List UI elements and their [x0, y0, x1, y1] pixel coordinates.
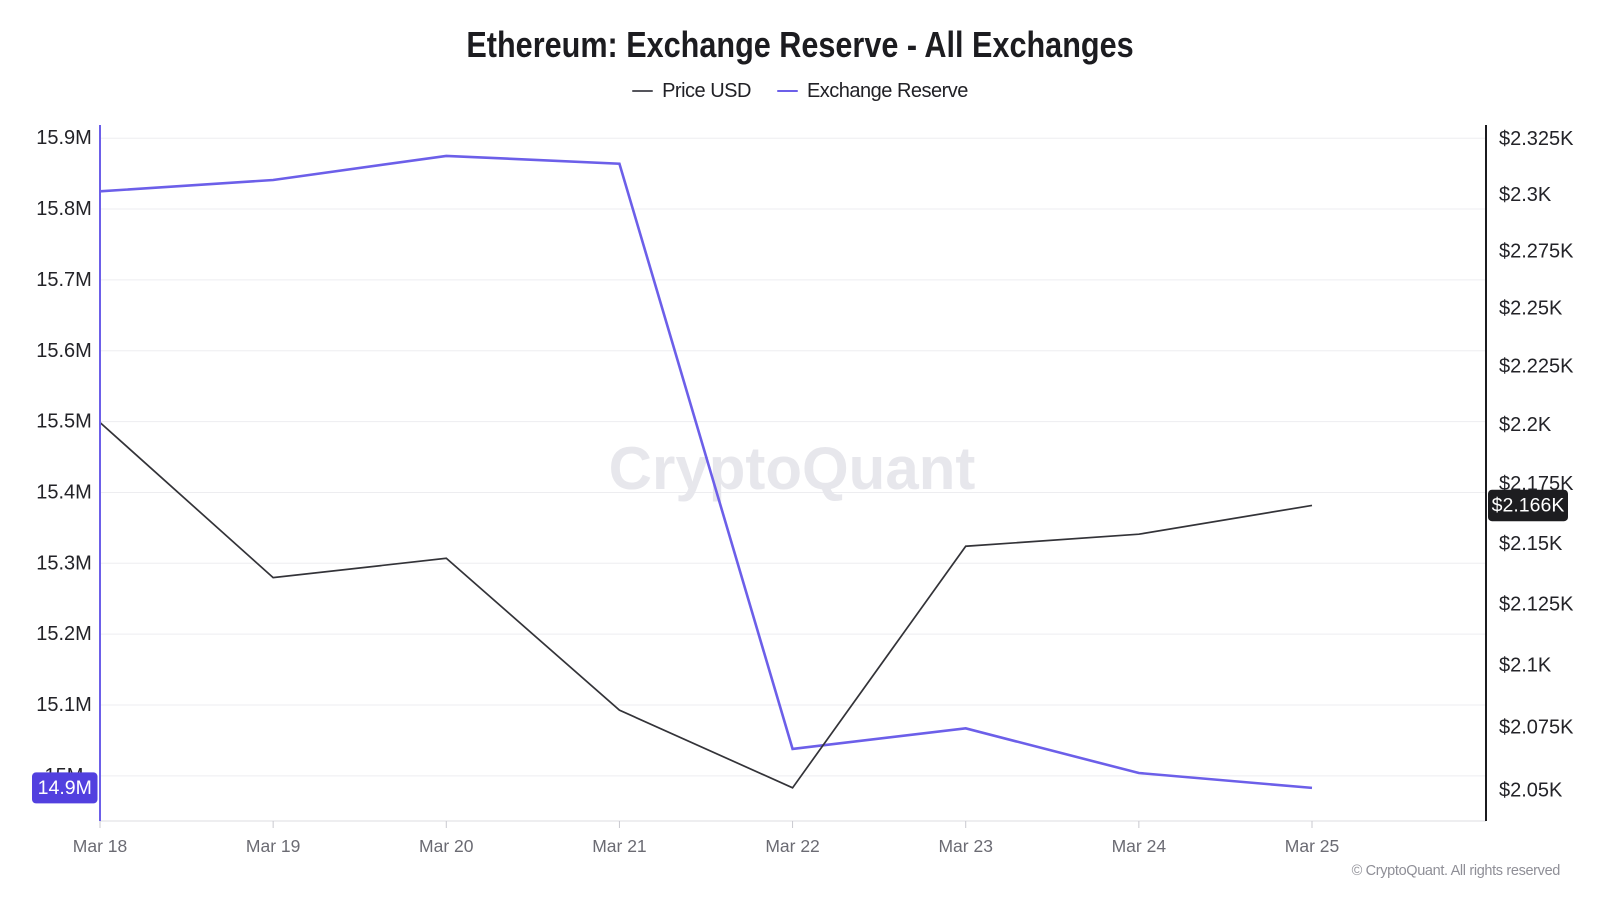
right-axis-label: $2.075K: [1499, 717, 1574, 739]
x-axis-label: Mar 25: [1285, 836, 1339, 856]
x-axis-label: Mar 23: [938, 836, 992, 856]
price-last-value-badge: [1488, 489, 1568, 522]
price-usd-line: [99, 421, 1313, 789]
left-axis-label: 15.1M: [36, 694, 92, 716]
reserve-last-value-badge-text: 14.9M: [38, 777, 92, 799]
price-usd-legend-dash-icon: [632, 89, 654, 93]
legend: Price USD Exchange Reserve: [0, 79, 1600, 103]
chart-title: Ethereum: Exchange Reserve - All Exchang…: [466, 24, 1134, 65]
legend-label-price-usd: Price USD: [662, 79, 751, 102]
right-axis-label: $2.125K: [1499, 593, 1574, 615]
left-axis-label: 15.6M: [36, 340, 92, 362]
exchange-reserve-legend-dash-icon: [776, 89, 798, 93]
watermark: CryptoQuant: [609, 435, 976, 502]
right-axis-label: $2.05K: [1499, 779, 1563, 801]
exchange-reserve-line: [99, 154, 1313, 790]
x-axis-label: Mar 18: [73, 836, 127, 856]
left-axis-label: 15.5M: [36, 411, 92, 433]
right-axis-label: $2.15K: [1499, 533, 1563, 555]
right-axis-label: $2.3K: [1499, 184, 1552, 206]
x-axis-label: Mar 20: [419, 836, 474, 856]
x-axis-label: Mar 19: [246, 836, 300, 856]
x-axis-label: Mar 24: [1112, 836, 1167, 856]
price-last-value-badge-text: $2.166K: [1492, 494, 1565, 516]
left-axis-label: 15.7M: [36, 269, 92, 291]
left-axis-label: 15.3M: [36, 552, 92, 574]
right-axis-label: $2.1K: [1499, 655, 1552, 677]
copyright-notice: © CryptoQuant. All rights reserved: [1351, 863, 1561, 879]
right-axis-label: $2.225K: [1499, 355, 1574, 377]
left-axis-label: 15.8M: [36, 198, 92, 220]
right-axis-label: $2.25K: [1499, 298, 1563, 320]
right-axis-label: $2.325K: [1499, 128, 1574, 150]
right-axis-label: $2.175K: [1499, 473, 1574, 495]
x-axis-label: Mar 22: [765, 836, 819, 856]
legend-item-exchange-reserve[interactable]: Exchange Reserve: [776, 79, 968, 103]
left-axis-label: 15.9M: [36, 127, 92, 149]
right-axis-label: $2.2K: [1499, 414, 1552, 436]
legend-label-exchange-reserve: Exchange Reserve: [806, 79, 968, 102]
legend-item-price-usd[interactable]: Price USD: [632, 80, 751, 103]
reserve-last-value-badge: [32, 772, 98, 804]
x-axis-label: Mar 21: [592, 836, 646, 856]
left-axis-label: 15.2M: [36, 623, 92, 645]
left-axis-label: 15.4M: [36, 481, 92, 503]
right-axis-label: $2.275K: [1499, 240, 1574, 262]
